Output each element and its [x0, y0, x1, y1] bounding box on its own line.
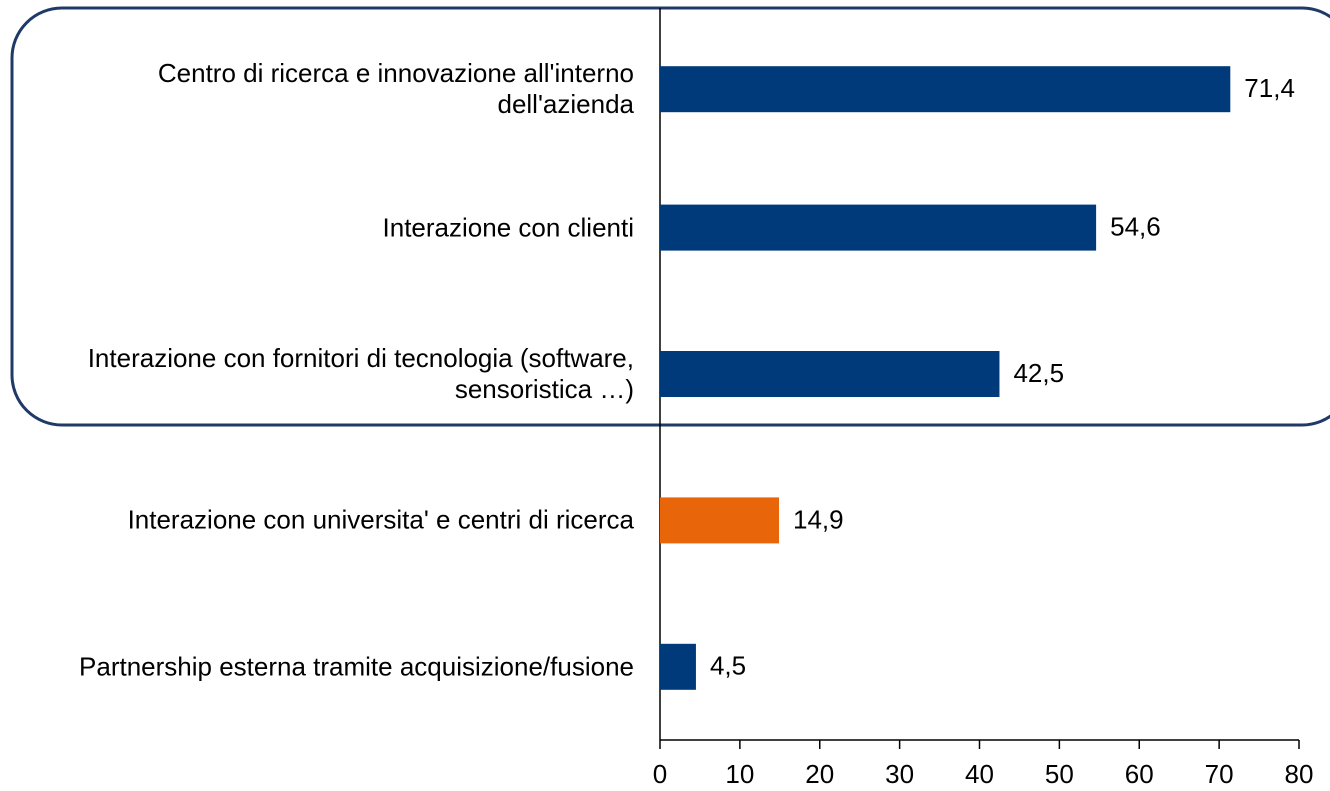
category-label: Centro di ricerca e innovazione all'inte… [157, 58, 634, 120]
category-label: Interazione con clienti [382, 212, 634, 243]
x-tick-label: 30 [885, 759, 914, 789]
x-tick-label: 50 [1045, 759, 1074, 789]
category-label: Interazione con universita' e centri di … [127, 504, 634, 535]
x-tick-label: 0 [653, 759, 667, 789]
x-tick-label: 10 [725, 759, 754, 789]
bar [660, 643, 696, 690]
bar [660, 66, 1231, 113]
x-tick-label: 40 [965, 759, 994, 789]
value-label: 54,6 [1110, 211, 1161, 241]
x-tick-label: 60 [1125, 759, 1154, 789]
bar [660, 204, 1097, 251]
value-label: 71,4 [1244, 73, 1295, 103]
highlight-box [10, 6, 1330, 427]
bar [660, 497, 780, 544]
value-label: 14,9 [793, 504, 844, 534]
bar [660, 351, 1000, 397]
value-label: 4,5 [710, 651, 746, 681]
category-label: Partnership esterna tramite acquisizione… [79, 651, 634, 682]
x-tick-label: 80 [1285, 759, 1314, 789]
value-label: 42,5 [1013, 358, 1064, 388]
x-tick-label: 70 [1205, 759, 1234, 789]
x-tick-label: 20 [805, 759, 834, 789]
category-label: Interazione con fornitori di tecnologia … [87, 343, 634, 404]
